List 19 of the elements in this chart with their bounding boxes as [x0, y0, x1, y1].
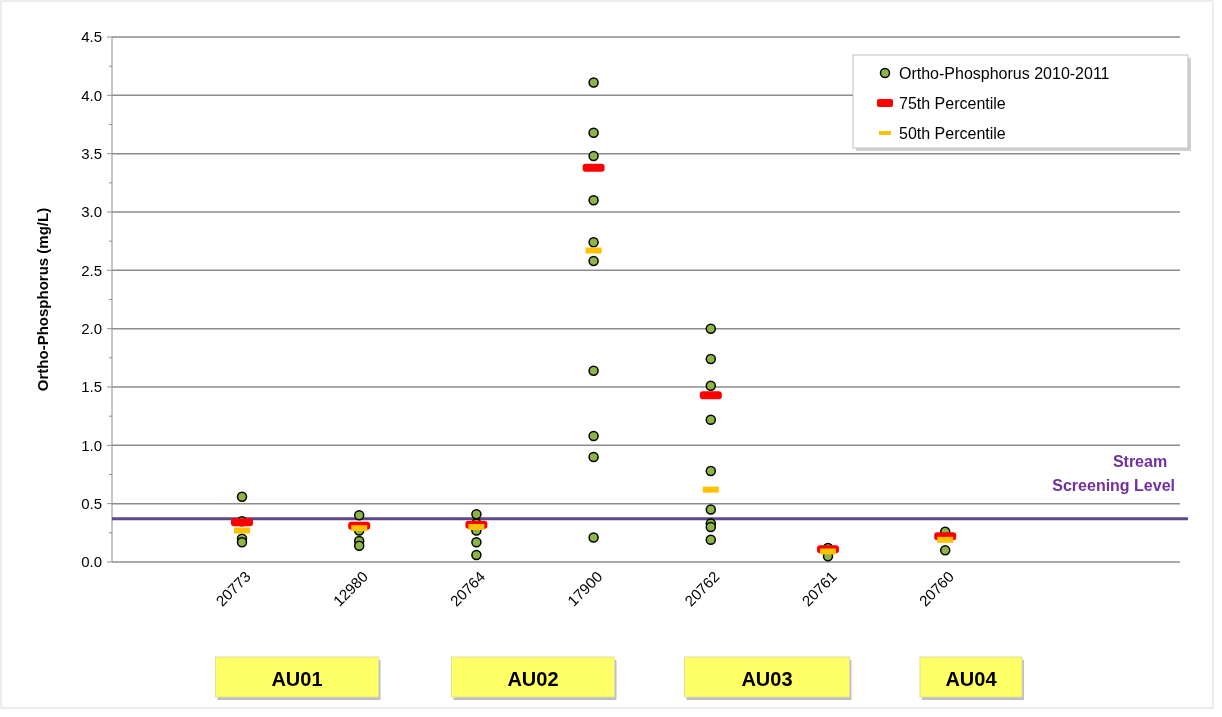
legend-label: Ortho-Phosphorus 2010-2011 [899, 64, 1110, 82]
y-tick-label: 1.5 [81, 378, 102, 396]
text: AU02 [507, 668, 559, 690]
y-tick-label: 4.0 [81, 86, 102, 104]
y-tick-label: 0.5 [81, 494, 102, 512]
text: AU01 [271, 668, 323, 690]
text: AU04 [945, 668, 998, 690]
y-tick-label: 3.0 [81, 203, 102, 221]
y-tick-label: 4.5 [81, 28, 102, 46]
legend-label: 50th Percentile [899, 124, 1006, 142]
y-axis-title: Ortho-Phosphorus (mg/L) [34, 207, 51, 392]
legend-label: 75th Percentile [899, 94, 1006, 112]
y-tick-label: 2.5 [81, 261, 102, 279]
y-tick-label: 3.5 [81, 144, 102, 162]
ref-line-label: Stream Screening Level [1052, 452, 1175, 494]
text: AU03 [741, 668, 793, 690]
y-tick-label: 0.0 [81, 553, 102, 571]
y-tick-label: 2.0 [81, 319, 102, 337]
y-tick-label: 1.0 [81, 436, 102, 454]
